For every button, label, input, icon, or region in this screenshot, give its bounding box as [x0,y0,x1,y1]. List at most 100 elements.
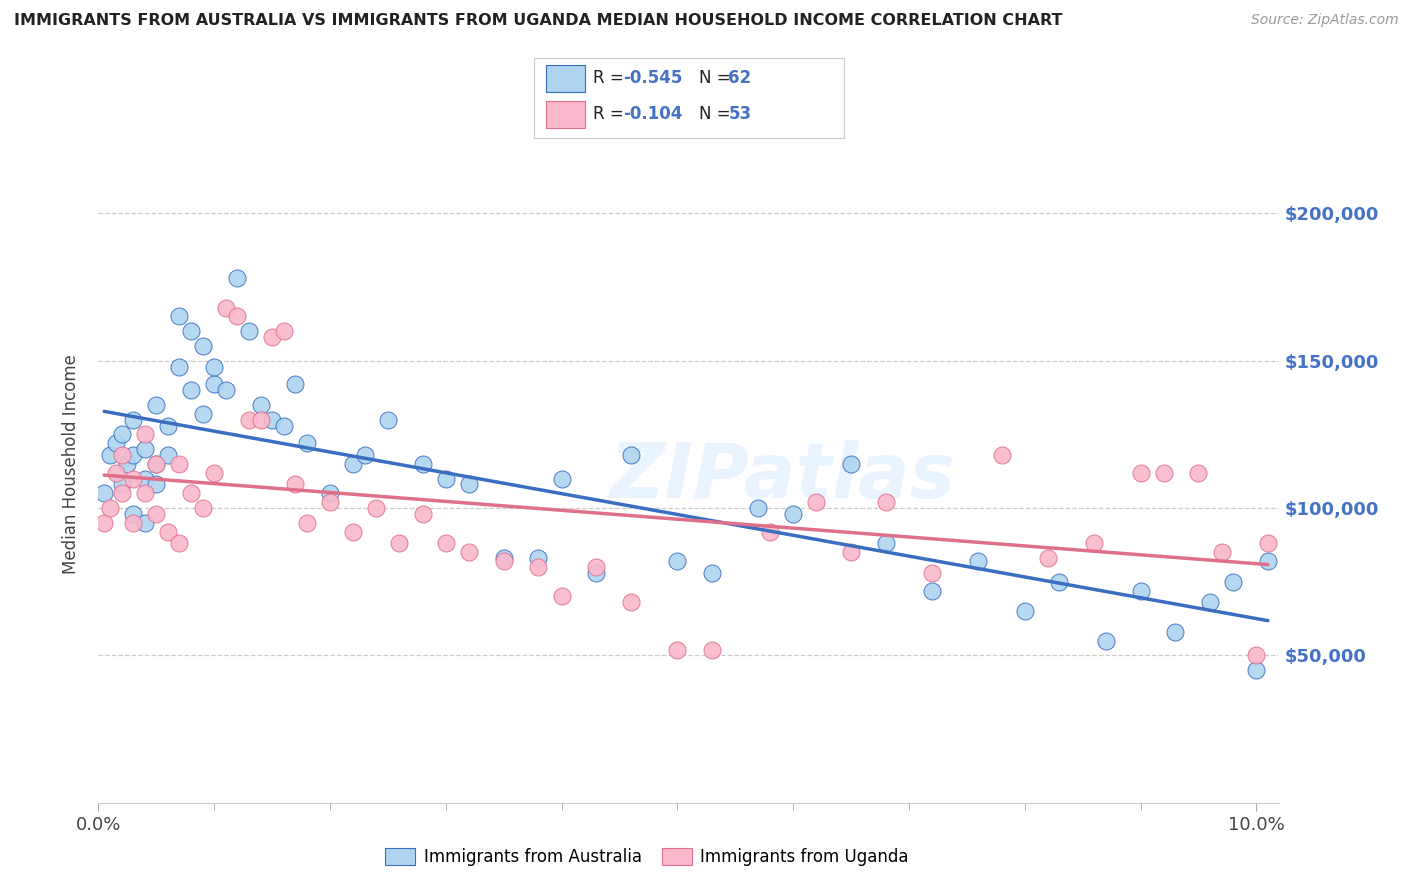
Point [458,477,481,491]
Point [550,590,572,604]
Point [1246,648,1268,663]
Point [412,507,434,521]
Text: ZIPatlas: ZIPatlas [610,441,956,515]
Point [1164,624,1187,639]
Point [202,377,225,392]
Point [839,457,862,471]
Point [122,412,145,426]
Point [620,595,643,609]
Point [180,324,202,338]
Point [93,516,115,530]
Point [110,448,132,462]
Point [98,448,121,462]
Point [1049,574,1071,589]
Point [169,359,191,374]
Point [110,486,132,500]
Point [585,560,607,574]
Point [238,324,260,338]
Point [145,507,167,521]
Point [180,486,202,500]
Point [319,495,342,509]
Point [145,457,167,471]
Point [1014,604,1036,618]
Point [342,457,364,471]
Text: 62: 62 [728,70,751,87]
Point [145,457,167,471]
Point [110,427,132,442]
Point [191,407,214,421]
Point [215,301,238,315]
Point [839,545,862,559]
Point [1129,583,1152,598]
Point [353,448,375,462]
Y-axis label: Median Household Income: Median Household Income [62,354,80,574]
Text: R =: R = [593,70,630,87]
Point [238,412,260,426]
Point [215,383,238,397]
Point [434,536,457,550]
Point [169,310,191,324]
Point [295,516,318,530]
Point [921,566,943,580]
Point [1257,554,1279,568]
Point [122,472,145,486]
Point [1199,595,1222,609]
Point [1083,536,1105,550]
Point [134,442,156,456]
Point [527,560,550,574]
Point [191,501,214,516]
Text: N =: N = [699,70,735,87]
Point [990,448,1012,462]
Point [1129,466,1152,480]
Point [226,271,249,285]
Point [1153,466,1175,480]
Point [967,554,990,568]
Point [202,359,225,374]
Point [122,507,145,521]
Text: Source: ZipAtlas.com: Source: ZipAtlas.com [1251,13,1399,28]
Point [492,554,515,568]
Point [262,330,284,344]
Point [585,566,607,580]
Point [110,477,132,491]
Point [249,398,271,412]
Point [342,524,364,539]
Point [156,418,179,433]
Point [875,536,897,550]
Point [875,495,897,509]
Point [202,466,225,480]
Point [191,339,214,353]
Point [122,516,145,530]
Legend: Immigrants from Australia, Immigrants from Uganda: Immigrants from Australia, Immigrants fr… [377,840,917,875]
Text: 53: 53 [728,105,751,123]
Point [117,457,139,471]
Point [388,536,411,550]
Point [666,554,689,568]
Point [806,495,828,509]
Point [666,642,689,657]
Text: N =: N = [699,105,735,123]
Point [262,412,284,426]
Point [1246,663,1268,677]
Point [527,551,550,566]
Text: -0.545: -0.545 [623,70,682,87]
Point [921,583,943,598]
Point [180,383,202,397]
Point [226,310,249,324]
Text: -0.104: -0.104 [623,105,682,123]
Point [550,472,572,486]
Point [169,457,191,471]
Point [98,501,121,516]
Point [1211,545,1233,559]
Point [169,536,191,550]
Point [104,436,127,450]
Point [134,486,156,500]
Point [156,448,179,462]
Point [412,457,434,471]
Point [273,324,295,338]
Point [458,545,481,559]
Point [145,398,167,412]
Point [134,427,156,442]
Point [759,524,782,539]
Point [156,524,179,539]
